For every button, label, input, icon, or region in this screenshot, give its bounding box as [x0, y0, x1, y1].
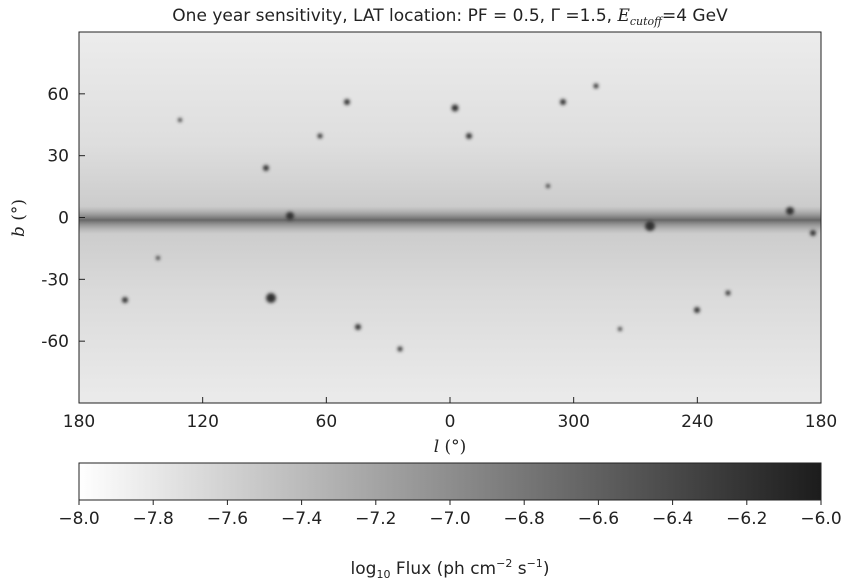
y-tick-label: -60	[41, 332, 69, 352]
chart-title: One year sensitivity, LAT location: PF =…	[172, 6, 728, 28]
colorbar-tick-label: −6.0	[800, 509, 841, 529]
x-tick-label: 120	[186, 412, 218, 432]
colorbar-label: log10 Flux (ph cm−2 s−1)	[351, 557, 550, 580]
cb-label-part: Flux (ph cm	[390, 559, 496, 579]
y-tick-label: 30	[47, 147, 69, 167]
x-label-unit: (°)	[439, 437, 466, 457]
colorbar-tick-label: −7.2	[355, 509, 396, 529]
colorbar-tick-label: −6.6	[578, 509, 619, 529]
x-tick-label: 240	[681, 412, 713, 432]
sources	[122, 83, 816, 352]
x-tick-label: 300	[557, 412, 589, 432]
cb-label-sup: −1	[527, 557, 543, 570]
title-text: One year sensitivity, LAT location: PF =…	[172, 6, 617, 26]
cb-label-sup: −2	[496, 557, 512, 570]
colorbar-tick-label: −7.6	[207, 509, 248, 529]
x-label-symbol: l	[434, 437, 439, 457]
cb-label-part: s	[512, 559, 526, 579]
x-tick-label: 60	[316, 412, 338, 432]
cb-label-part: log	[351, 559, 377, 579]
title-symbol: E	[616, 6, 630, 26]
colorbar	[78, 462, 822, 501]
colorbar-tick-label: −7.4	[281, 509, 322, 529]
y-label-symbol: b	[9, 226, 29, 237]
y-tick-label: 60	[47, 85, 69, 105]
title-subscript: cutoff	[630, 15, 664, 28]
x-tick-label: 180	[805, 412, 837, 432]
colorbar-tick-label: −6.4	[652, 509, 693, 529]
x-tick-label: 0	[445, 412, 456, 432]
x-tick-label: 180	[63, 412, 95, 432]
y-label-unit: (°)	[9, 199, 29, 226]
galactic-plane	[79, 206, 821, 234]
colorbar-tick-label: −7.8	[133, 509, 174, 529]
colorbar-tick-label: −6.2	[726, 509, 767, 529]
x-axis-label: l (°)	[434, 437, 467, 457]
y-axis-label: b (°)	[9, 199, 29, 237]
colorbar-tick-label: −7.0	[429, 509, 470, 529]
cb-label-sub: 10	[376, 568, 390, 580]
y-tick-label: -30	[41, 270, 69, 290]
colorbar-tick-label: −6.8	[504, 509, 545, 529]
title-suffix: =4 GeV	[662, 6, 728, 26]
sky-map	[78, 31, 822, 404]
y-tick-label: 0	[58, 209, 69, 229]
cb-label-part: )	[543, 559, 550, 579]
colorbar-tick-label: −8.0	[58, 509, 99, 529]
